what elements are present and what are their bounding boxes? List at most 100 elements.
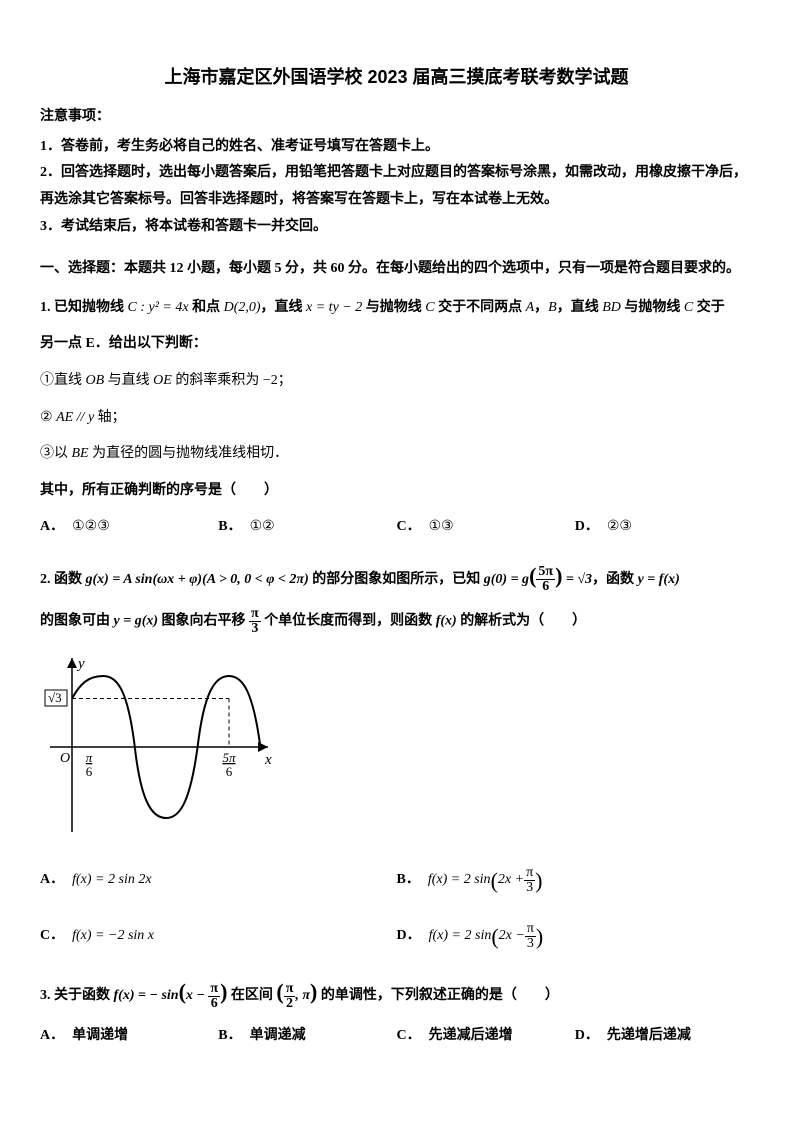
q1-t5: 交于不同两点 [435, 300, 526, 315]
q1-sub2: ② AE // y 轴； [40, 405, 753, 432]
q2-C: f(x) = −2 sin x [72, 923, 154, 950]
5pi6-den: 6 [226, 764, 233, 779]
q2-frac1-den: 6 [536, 580, 555, 594]
q3-l1b: f(x) = − sin [114, 988, 179, 1003]
pi6-num: π [86, 750, 93, 765]
q1-t7: ，直线 [557, 300, 603, 315]
q2-graph: √3 y x O π 6 5π 6 [40, 652, 753, 842]
q2-options-cd: C．f(x) = −2 sin x D．f(x) = 2 sin(2x − π3… [40, 916, 753, 958]
q1-s1b: OB [86, 373, 105, 388]
q3-C: 先递减后递增 [429, 1028, 513, 1043]
q3-B: 单调递减 [250, 1028, 306, 1043]
q3-C-label: C． [397, 1028, 421, 1043]
q2-frac2: π3 [249, 607, 261, 636]
q2-l1d: g(0) = g [484, 572, 529, 587]
q3-l1f: 的单调性，下列叙述正确的是（ ） [317, 988, 559, 1003]
q1-sub3: ③以 BE 为直径的圆与抛物线准线相切． [40, 441, 753, 468]
q2-D-num: π [525, 922, 536, 937]
q2-line2: 的图象可由 y = g(x) 图象向右平移 π3 个单位长度而得到，则函数 f(… [40, 607, 753, 636]
q2-l2c: 图象向右平移 [158, 613, 249, 628]
instruction-3: 3．考试结束后，将本试卷和答题卡一并交回。 [40, 214, 753, 241]
q1-t4: 与抛物线 [362, 300, 425, 315]
q2-l1f: ，函数 [592, 572, 638, 587]
q3-lp2: ( [276, 979, 283, 1004]
x-label: x [264, 752, 272, 768]
q1-s2c: 轴； [94, 410, 126, 425]
section-a-header: 一、选择题：本题共 12 小题，每小题 5 分，共 60 分。在每小题给出的四个… [40, 256, 753, 283]
q2-frac2-num: π [249, 607, 261, 622]
q1-B: ①② [250, 519, 275, 534]
q2-l2f: 的解析式为（ ） [457, 613, 587, 628]
q3-frac1-den: 6 [208, 997, 220, 1011]
q3-l1c: x − [186, 988, 208, 1003]
q3-frac2: π2 [284, 982, 296, 1011]
q1-C: ①③ [429, 519, 454, 534]
q2-l1b: g(x) = A sin(ωx + φ)(A > 0, 0 < φ < 2π) [86, 572, 309, 587]
q1-m8: C [684, 300, 693, 315]
q3-frac1: π6 [208, 982, 220, 1011]
q2-l1a: 2. 函数 [40, 572, 86, 587]
q2-D: f(x) = 2 sin [429, 923, 492, 950]
q2-B-num: π [524, 866, 535, 881]
q1-s1e: 的斜率乘积为 −2； [172, 373, 292, 388]
q2-D-frac: π3 [525, 922, 536, 951]
sqrt3-label: √3 [48, 690, 62, 705]
q3-B-label: B． [218, 1028, 241, 1043]
q2-B-label: B． [397, 867, 420, 894]
q3-l1e: , π [295, 988, 310, 1003]
question-1: 1. 已知抛物线 C : y² = 4x 和点 D(2,0)，直线 x = ty… [40, 295, 753, 322]
q2-D-label: D． [397, 923, 421, 950]
q2-l1g: y = f(x) [638, 572, 680, 587]
y-label: y [76, 656, 85, 672]
q1-D-label: D． [575, 519, 599, 534]
origin-label: O [60, 751, 70, 766]
q1-text: 1. 已知抛物线 [40, 300, 128, 315]
q2-l1e: = √3 [562, 572, 592, 587]
pi6-den: 6 [86, 764, 93, 779]
q2-l2a: 的图象可由 [40, 613, 114, 628]
q1-s1a: ①直线 [40, 373, 86, 388]
q3-options: A．单调递增 B．单调递减 C．先递减后递增 D．先递增后递减 [40, 1023, 753, 1050]
q1-s1c: 与直线 [104, 373, 153, 388]
q1-s3b: BE [72, 446, 89, 461]
q2-l2b: y = g(x) [114, 613, 159, 628]
q2-l2e: f(x) [436, 613, 457, 628]
q2-B-den: 3 [524, 881, 535, 895]
question-3: 3. 关于函数 f(x) = − sin(x − π6) 在区间 (π2, π)… [40, 971, 753, 1013]
q2-B-lp: ( [491, 860, 498, 902]
q3-lp1: ( [179, 979, 186, 1004]
q1-m1: C : y² = 4x [128, 300, 189, 315]
q3-D: 先递增后递减 [607, 1028, 691, 1043]
q2-D-lp: ( [491, 916, 498, 958]
q2-D-den: 3 [525, 937, 536, 951]
q2-lparen: ( [529, 563, 536, 588]
q1-line2: 另一点 E．给出以下判断： [40, 331, 753, 358]
q2-Bp: 2x + [498, 867, 524, 894]
q1-s3a: ③以 [40, 446, 72, 461]
q1-m7: BD [602, 300, 621, 315]
q1-sub1: ①直线 OB 与直线 OE 的斜率乘积为 −2； [40, 368, 753, 395]
q2-l1c: 的部分图象如图所示，已知 [309, 572, 484, 587]
q1-t9: 交于 [693, 300, 725, 315]
q3-frac1-num: π [208, 982, 220, 997]
q2-frac1-num: 5π [536, 565, 555, 580]
q3-D-label: D． [575, 1028, 599, 1043]
q3-A-label: A． [40, 1028, 64, 1043]
q2-frac1: 5π6 [536, 565, 555, 594]
q1-m2: D(2,0) [224, 300, 261, 315]
instructions-header: 注意事项： [40, 104, 753, 131]
q1-A-label: A． [40, 519, 64, 534]
q1-prompt: 其中，所有正确判断的序号是（ ） [40, 478, 753, 505]
q1-t6: ， [534, 300, 548, 315]
question-2: 2. 函数 g(x) = A sin(ωx + φ)(A > 0, 0 < φ … [40, 555, 753, 597]
q1-options: A．①②③ B．①② C．①③ D．②③ [40, 514, 753, 541]
q2-frac2-den: 3 [249, 622, 261, 636]
q1-t3: ，直线 [261, 300, 307, 315]
q3-frac2-den: 2 [284, 997, 296, 1011]
q1-s3c: 为直径的圆与抛物线准线相切． [89, 446, 289, 461]
q1-m6: B [548, 300, 557, 315]
q1-s2b: AE // y [56, 410, 94, 425]
exam-title: 上海市嘉定区外国语学校 2023 届高三摸底考联考数学试题 [40, 60, 753, 94]
instruction-2: 2．回答选择题时，选出每小题答案后，用铅笔把答题卡上对应题目的答案标号涂黑，如需… [40, 160, 753, 213]
instruction-1: 1．答卷前，考生务必将自己的姓名、准考证号填写在答题卡上。 [40, 134, 753, 161]
